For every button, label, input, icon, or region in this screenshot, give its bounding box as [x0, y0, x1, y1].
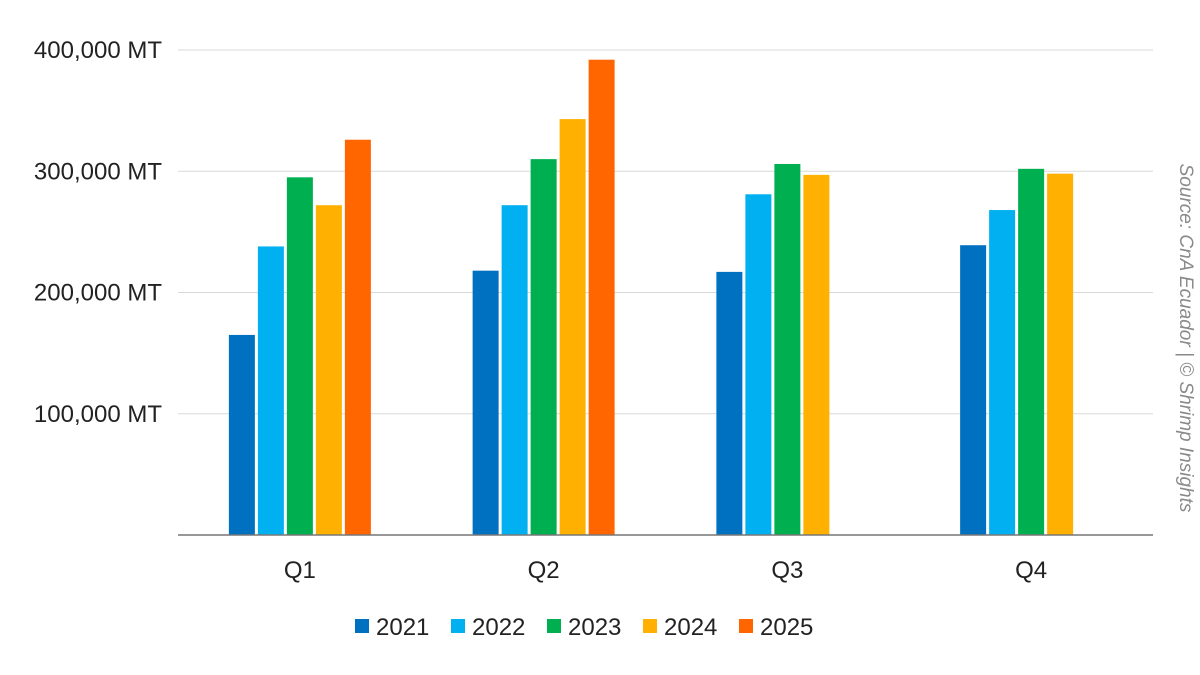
bar-q1-2021: [228, 334, 255, 535]
bar-q2-2025: [588, 59, 615, 535]
bar-q4-2024: [1047, 173, 1074, 536]
y-axis-ticks: 100,000 MT 200,000 MT 300,000 MT 400,000 MT: [34, 37, 162, 428]
y-tick-label: 300,000 MT: [34, 158, 162, 185]
y-tick-label: 100,000 MT: [34, 401, 162, 428]
bar-q3-2024: [803, 174, 830, 535]
bar-q1-2025: [344, 139, 371, 535]
source-note: Source: CnA Ecuador | © Shrimp Insights: [1175, 164, 1196, 513]
bar-q4-2023: [1018, 168, 1045, 535]
bar-q1-2023: [286, 177, 313, 535]
bar-q4-2022: [989, 210, 1016, 536]
bar-q3-2022: [745, 194, 772, 535]
legend-swatch: [451, 619, 465, 633]
legend-item-2024: 2024: [643, 614, 717, 641]
x-tick-label: Q1: [284, 557, 316, 584]
x-axis-labels: Q1 Q2 Q3 Q4: [284, 557, 1047, 584]
legend-label: 2025: [760, 614, 813, 641]
y-tick-label: 400,000 MT: [34, 37, 162, 64]
legend-swatch: [739, 619, 753, 633]
legend-item-2023: 2023: [547, 614, 621, 641]
bar-q4-2021: [960, 245, 987, 535]
bar-q2-2023: [530, 159, 557, 535]
bars: [228, 59, 1074, 536]
bar-q1-2024: [315, 205, 342, 535]
x-tick-label: Q2: [528, 557, 560, 584]
bar-q3-2021: [716, 271, 743, 535]
legend-swatch: [547, 619, 561, 633]
x-tick-label: Q4: [1015, 557, 1047, 584]
y-tick-label: 200,000 MT: [34, 280, 162, 307]
x-tick-label: Q3: [771, 557, 803, 584]
legend-item-2022: 2022: [451, 614, 525, 641]
legend-swatch: [643, 619, 657, 633]
bar-q3-2023: [774, 163, 801, 535]
legend: 2021 2022 2023 2024 2025: [355, 614, 813, 641]
legend-item-2025: 2025: [739, 614, 813, 641]
bar-q2-2022: [501, 205, 528, 535]
legend-label: 2023: [568, 614, 621, 641]
legend-label: 2024: [664, 614, 717, 641]
legend-swatch: [355, 619, 369, 633]
legend-item-2021: 2021: [355, 614, 429, 641]
bar-q1-2022: [257, 246, 284, 536]
bar-q2-2021: [472, 270, 499, 535]
bar-q2-2024: [559, 119, 586, 536]
legend-label: 2021: [376, 614, 429, 641]
legend-label: 2022: [472, 614, 525, 641]
